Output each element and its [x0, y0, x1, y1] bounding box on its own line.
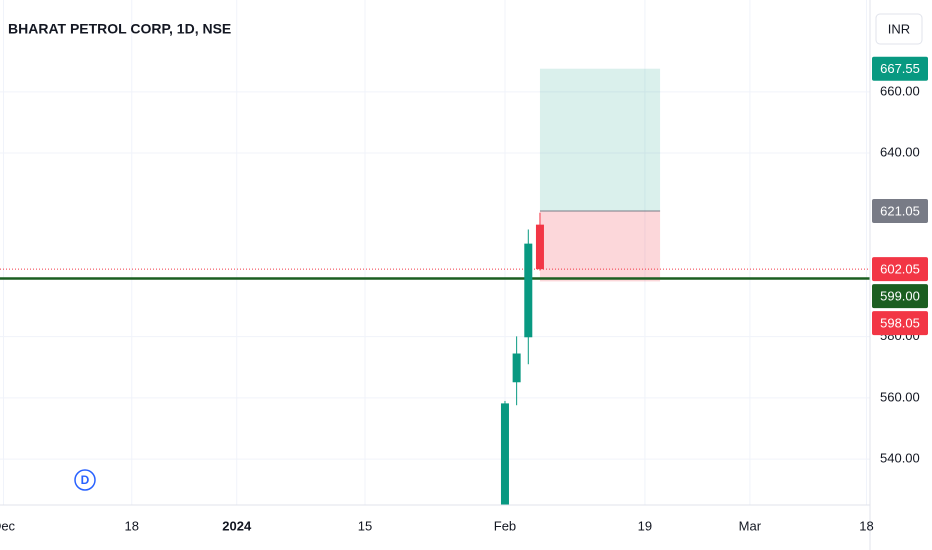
- x-tick-label: 2024: [222, 518, 252, 533]
- grid: [0, 0, 870, 505]
- currency-label[interactable]: INR: [888, 21, 910, 36]
- candle-body: [524, 243, 533, 338]
- price-badge-label: 599.00: [880, 289, 920, 304]
- y-tick-label: 660.00: [880, 83, 920, 98]
- price-badge: [872, 284, 928, 309]
- y-tick-label: 560.00: [880, 389, 920, 404]
- y-tick-label: 640.00: [880, 144, 920, 159]
- chart-title: BHARAT PETROL CORP, 1D, NSE: [8, 21, 231, 37]
- price-badge-label: 621.05: [880, 203, 920, 218]
- x-tick-label: 15: [358, 518, 372, 533]
- x-tick-label: 18: [125, 518, 139, 533]
- price-badge: [872, 257, 928, 282]
- stop-zone: [539, 211, 661, 282]
- x-tick-label: Feb: [494, 518, 516, 533]
- axes: 540.00560.00580.00640.00660.00Dec1820241…: [0, 56, 928, 533]
- dividend-marker[interactable]: [74, 469, 96, 491]
- candle-body: [535, 224, 544, 270]
- x-tick-label: 18: [859, 518, 873, 533]
- x-tick-label: Mar: [739, 518, 762, 533]
- candle-body: [500, 403, 509, 505]
- price-badge: [872, 56, 928, 81]
- price-badge-label: 598.05: [880, 316, 920, 331]
- dividend-marker-label[interactable]: D: [81, 473, 90, 487]
- price-badge: [872, 311, 928, 336]
- candle-body: [512, 353, 521, 383]
- price-badge: [872, 199, 928, 224]
- target-zone: [539, 68, 661, 212]
- y-tick-label: 540.00: [880, 451, 920, 466]
- x-tick-label: 19: [638, 518, 652, 533]
- price-badge-label: 602.05: [880, 262, 920, 277]
- plot-area: [0, 68, 870, 505]
- x-tick-label: Dec: [0, 518, 16, 533]
- price-badge-label: 667.55: [880, 61, 920, 76]
- currency-button[interactable]: [875, 13, 923, 45]
